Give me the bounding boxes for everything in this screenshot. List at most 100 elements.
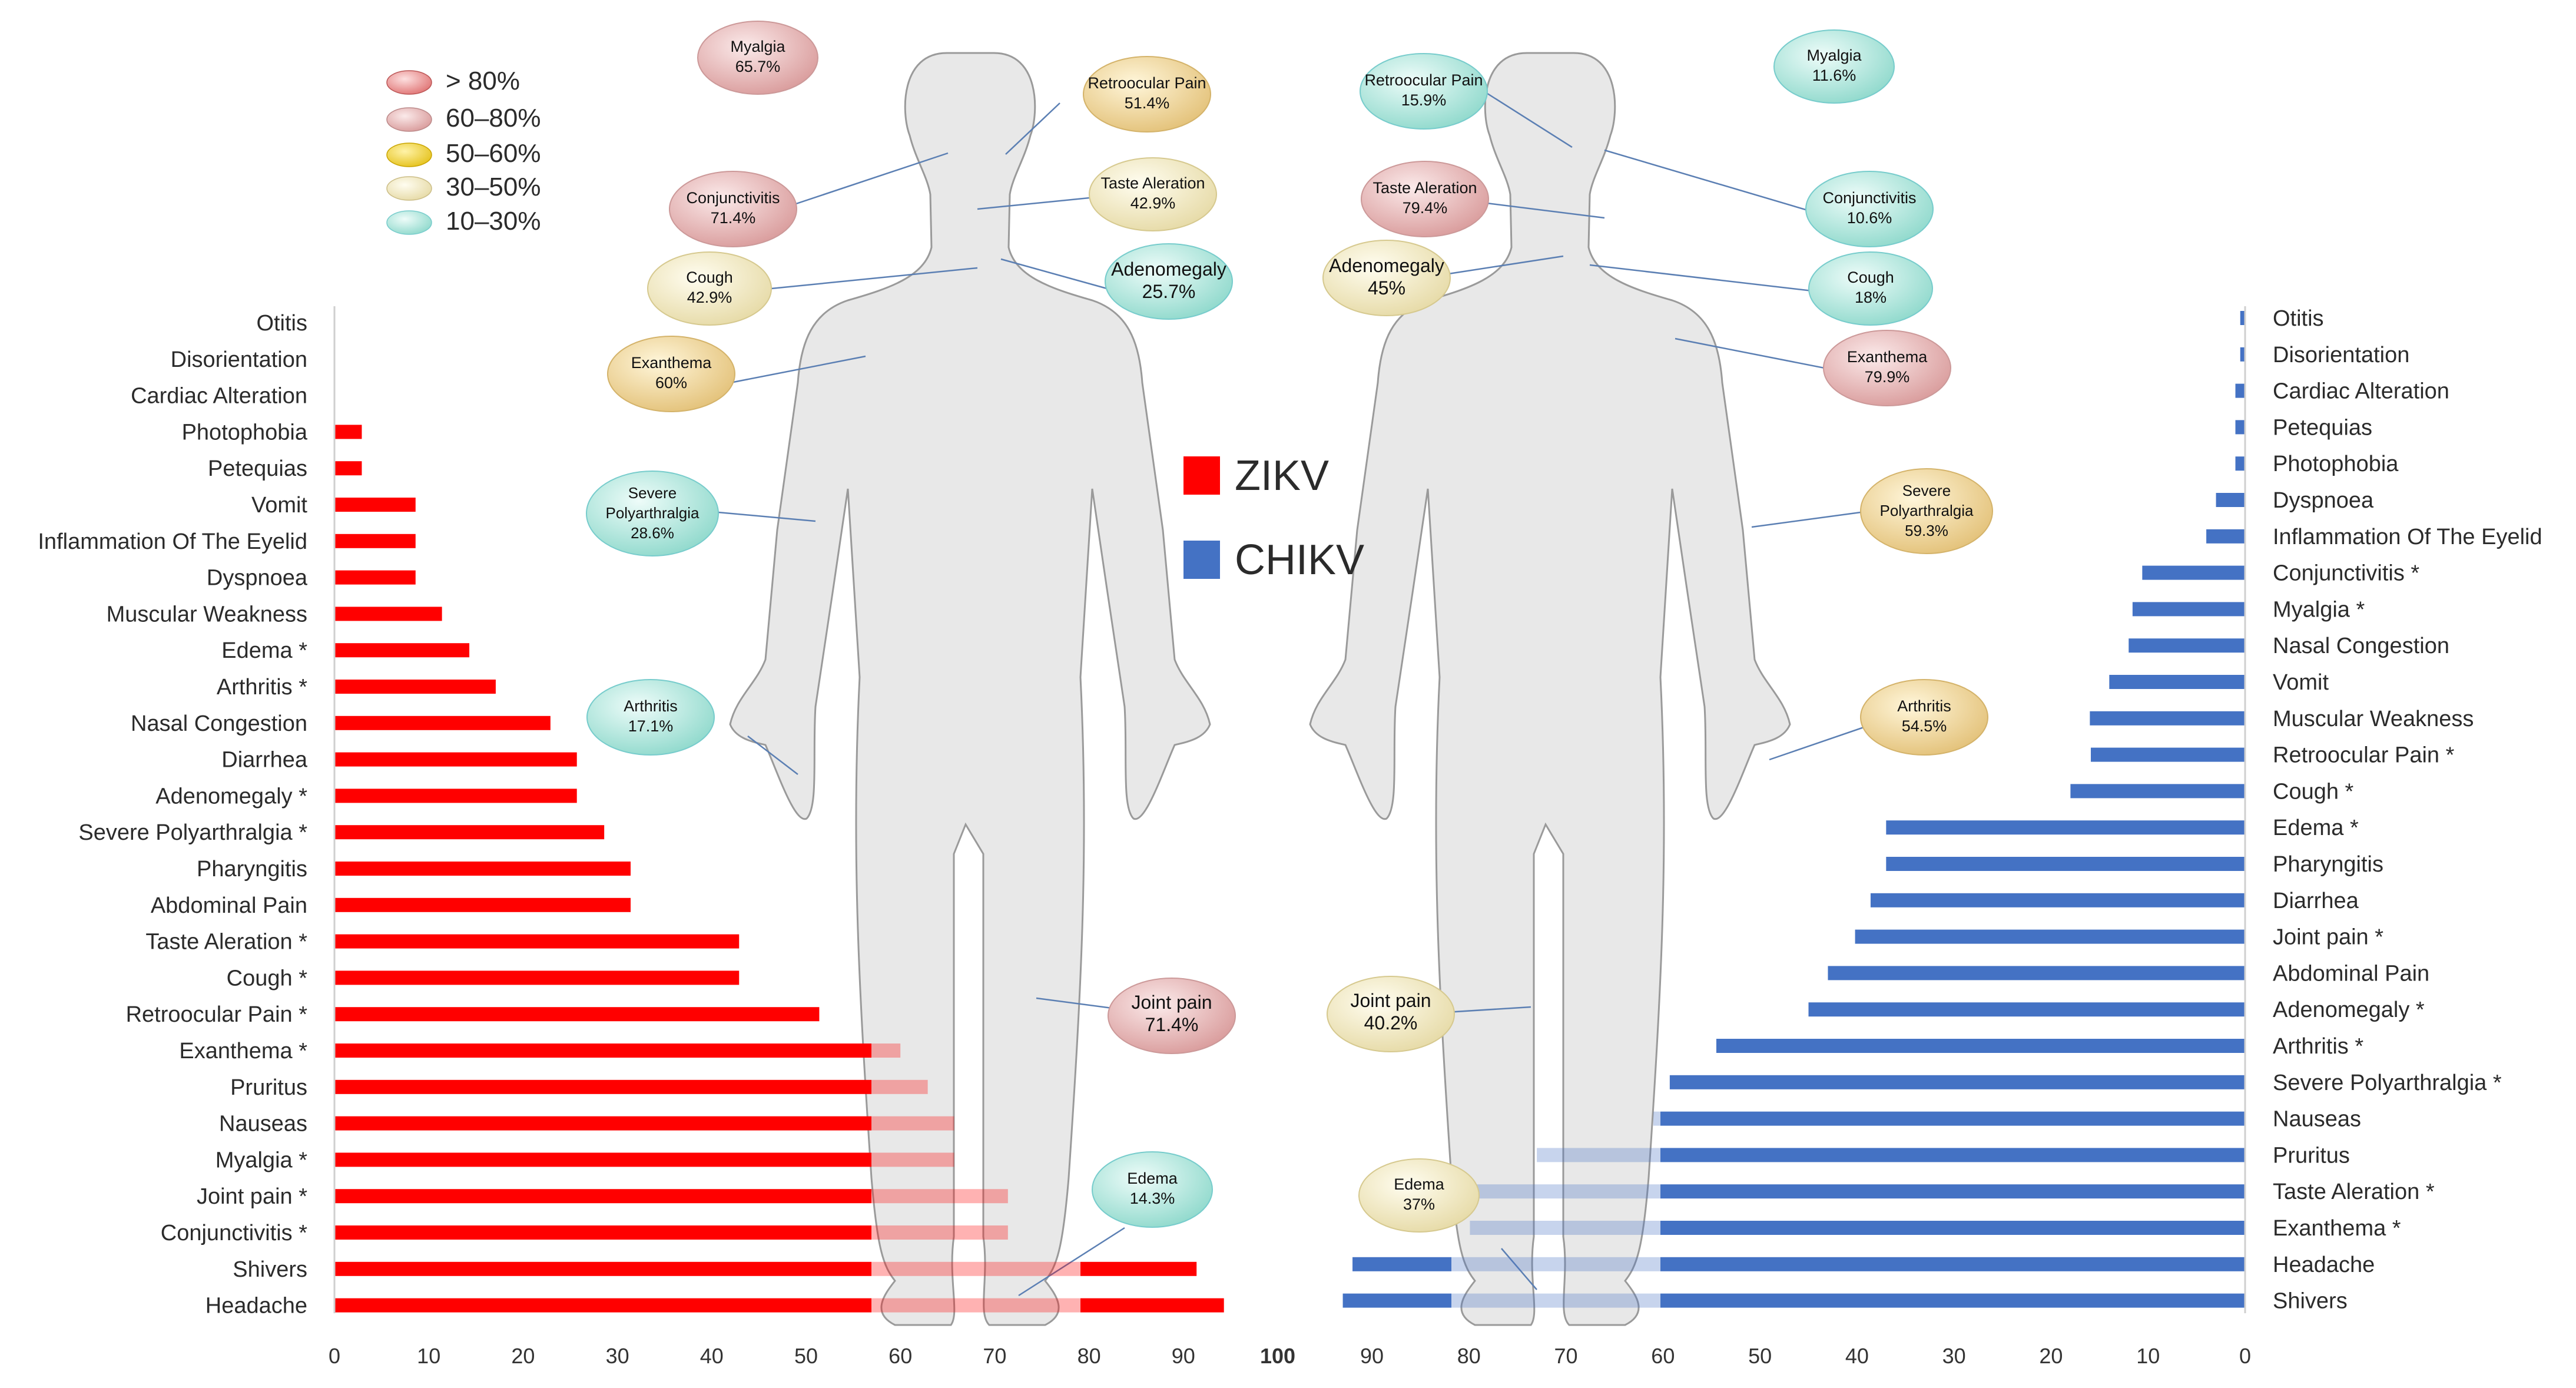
zikv-bar (334, 1079, 871, 1094)
zikv-category-label: Petequias (208, 456, 307, 481)
zikv-bar-overlay (871, 1079, 928, 1094)
zikv-category-label: Adenomegaly * (155, 784, 307, 809)
annotation-cough: Cough 18% (1808, 251, 1933, 326)
chikv-bar (2240, 347, 2245, 362)
chikv-category-label: Otitis (2273, 306, 2324, 331)
zikv-category-label: Nauseas (219, 1112, 307, 1137)
chikv-x-tick: 70 (1554, 1344, 1578, 1368)
chikv-category-label: Cardiac Alteration (2273, 379, 2449, 404)
zikv-category-label: Taste Aleration * (145, 930, 307, 955)
annotation-name: Retroocular Pain (1364, 71, 1483, 89)
zikv-x-tick: 10 (417, 1344, 440, 1368)
chikv-x-tick: 30 (1942, 1344, 1966, 1368)
zikv-bar (334, 680, 496, 694)
chikv-bar (2235, 420, 2245, 435)
annotation-value: 42.9% (1130, 194, 1176, 212)
annotation-name: Arthritis (1897, 697, 1951, 715)
zikv-bar-overlay (871, 1261, 1080, 1276)
chikv-bar (2091, 747, 2245, 762)
annotation-conjunctivitis: Conjunctivitis 10.6% (1805, 171, 1934, 247)
annotation-name: Exanthema (1847, 348, 1928, 366)
zikv-bar (334, 1225, 871, 1240)
chikv-bar (1886, 820, 2245, 835)
zikv-bar (334, 425, 362, 439)
chikv-category-label: Myalgia * (2273, 597, 2365, 622)
scale-item: > 80% (386, 67, 520, 95)
annotation-severe-polyarthralgia: Severe Polyarthralgia 59.3% (1860, 468, 1993, 554)
annotation-value: 60% (655, 374, 687, 392)
chikv-category-label: Vomit (2273, 670, 2329, 695)
annotation-retroocular-pain: Retroocular Pain 15.9% (1360, 53, 1488, 130)
zikv-category-label: Muscular Weakness (107, 602, 307, 627)
chikv-bar-overlay (1653, 1111, 1660, 1126)
chikv-bar (1660, 1257, 2245, 1271)
scale-label: 10–30% (446, 207, 541, 236)
annotation-taste-aleration: Taste Aleration 42.9% (1089, 157, 1217, 231)
zikv-category-label: Arthritis * (217, 675, 307, 700)
zikv-bar-overlay (871, 1044, 901, 1058)
chikv-bar-overlay (1537, 1148, 1660, 1162)
chikv-category-label: Exanthema * (2273, 1216, 2401, 1241)
zikv-x-tick: 60 (888, 1344, 912, 1368)
zikv-bar (334, 825, 605, 840)
chikv-category-label: Edema * (2273, 816, 2359, 840)
scale-label: 30–50% (446, 173, 541, 201)
zikv-bar (334, 715, 551, 730)
annotation-name: Retroocular Pain (1088, 74, 1206, 92)
zikv-category-label: Exanthema * (179, 1039, 307, 1064)
chikv-bar (1660, 1293, 2245, 1308)
zikv-category-label: Disorientation (171, 347, 307, 372)
annotation-value: 37% (1403, 1195, 1435, 1213)
zikv-bar (334, 934, 740, 949)
chikv-category-label: Nasal Congestion (2273, 634, 2449, 658)
annotation-edema: Edema 37% (1358, 1158, 1480, 1233)
scale-label: 60–80% (446, 104, 541, 132)
annotation-name: Taste Aleration (1372, 179, 1477, 197)
chikv-bar-overlay (1451, 1257, 1660, 1271)
zikv-bar (334, 643, 470, 658)
zikv-category-label: Severe Polyarthralgia * (78, 820, 307, 845)
zikv-bar-tail (1080, 1298, 1224, 1313)
chikv-category-label: Conjunctivitis * (2273, 561, 2419, 586)
chikv-annotations: Retroocular Pain 15.9% Myalgia 11.6% Tas… (1322, 29, 1993, 1233)
zikv-bar (334, 1189, 871, 1204)
zikv-bar (334, 1007, 820, 1022)
chikv-bar (1660, 1148, 2245, 1162)
scale-swatch (386, 70, 432, 95)
chikv-category-label: Headache (2273, 1253, 2375, 1277)
chikv-x-ticks: 90 80 70 60 50 40 30 20 10 0 (1360, 1344, 2251, 1368)
chikv-bar (1660, 1111, 2245, 1126)
chikv-category-label: Shivers (2273, 1289, 2348, 1314)
zikv-x-tick: 80 (1078, 1344, 1101, 1368)
zikv-category-label: Vomit (251, 493, 307, 518)
zikv-category-label: Headache (205, 1294, 307, 1319)
leader-lines (718, 90, 1873, 1297)
chikv-bar (2235, 456, 2245, 471)
chikv-category-label: Severe Polyarthralgia * (2273, 1071, 2502, 1095)
chikv-category-label: Retroocular Pain * (2273, 743, 2455, 768)
scale-swatch (386, 107, 432, 132)
annotation-name: Exanthema (631, 354, 712, 372)
zikv-bar (334, 461, 362, 476)
annotation-value: 54.5% (1902, 717, 1947, 735)
zikv-bar (334, 570, 416, 585)
zikv-x-tick: 100 (1260, 1344, 1295, 1368)
zikv-category-label: Cough * (227, 966, 308, 991)
chikv-bar (1669, 1075, 2245, 1089)
chikv-category-label: Petequias (2273, 415, 2372, 440)
annotation-retroocular-pain: Retroocular Pain 51.4% (1083, 56, 1211, 132)
chikv-x-tick: 40 (1845, 1344, 1869, 1368)
annotation-name-line2: Polyarthralgia (1880, 502, 1974, 519)
annotation-name: Cough (686, 269, 733, 286)
annotation-name: Adenomegaly (1329, 255, 1444, 276)
zikv-x-tick: 20 (511, 1344, 535, 1368)
zikv-category-label: Retroocular Pain * (126, 1002, 308, 1027)
zikv-bar (334, 1298, 871, 1313)
annotation-value: 59.3% (1905, 522, 1948, 539)
chikv-bar (2142, 565, 2245, 580)
zikv-bar-overlay (871, 1152, 954, 1167)
annotation-name-line1: Severe (1902, 482, 1951, 499)
zikv-x-tick: 0 (329, 1344, 340, 1368)
scale-swatch (386, 143, 432, 167)
zikv-legend-label: ZIKV (1235, 452, 1329, 499)
